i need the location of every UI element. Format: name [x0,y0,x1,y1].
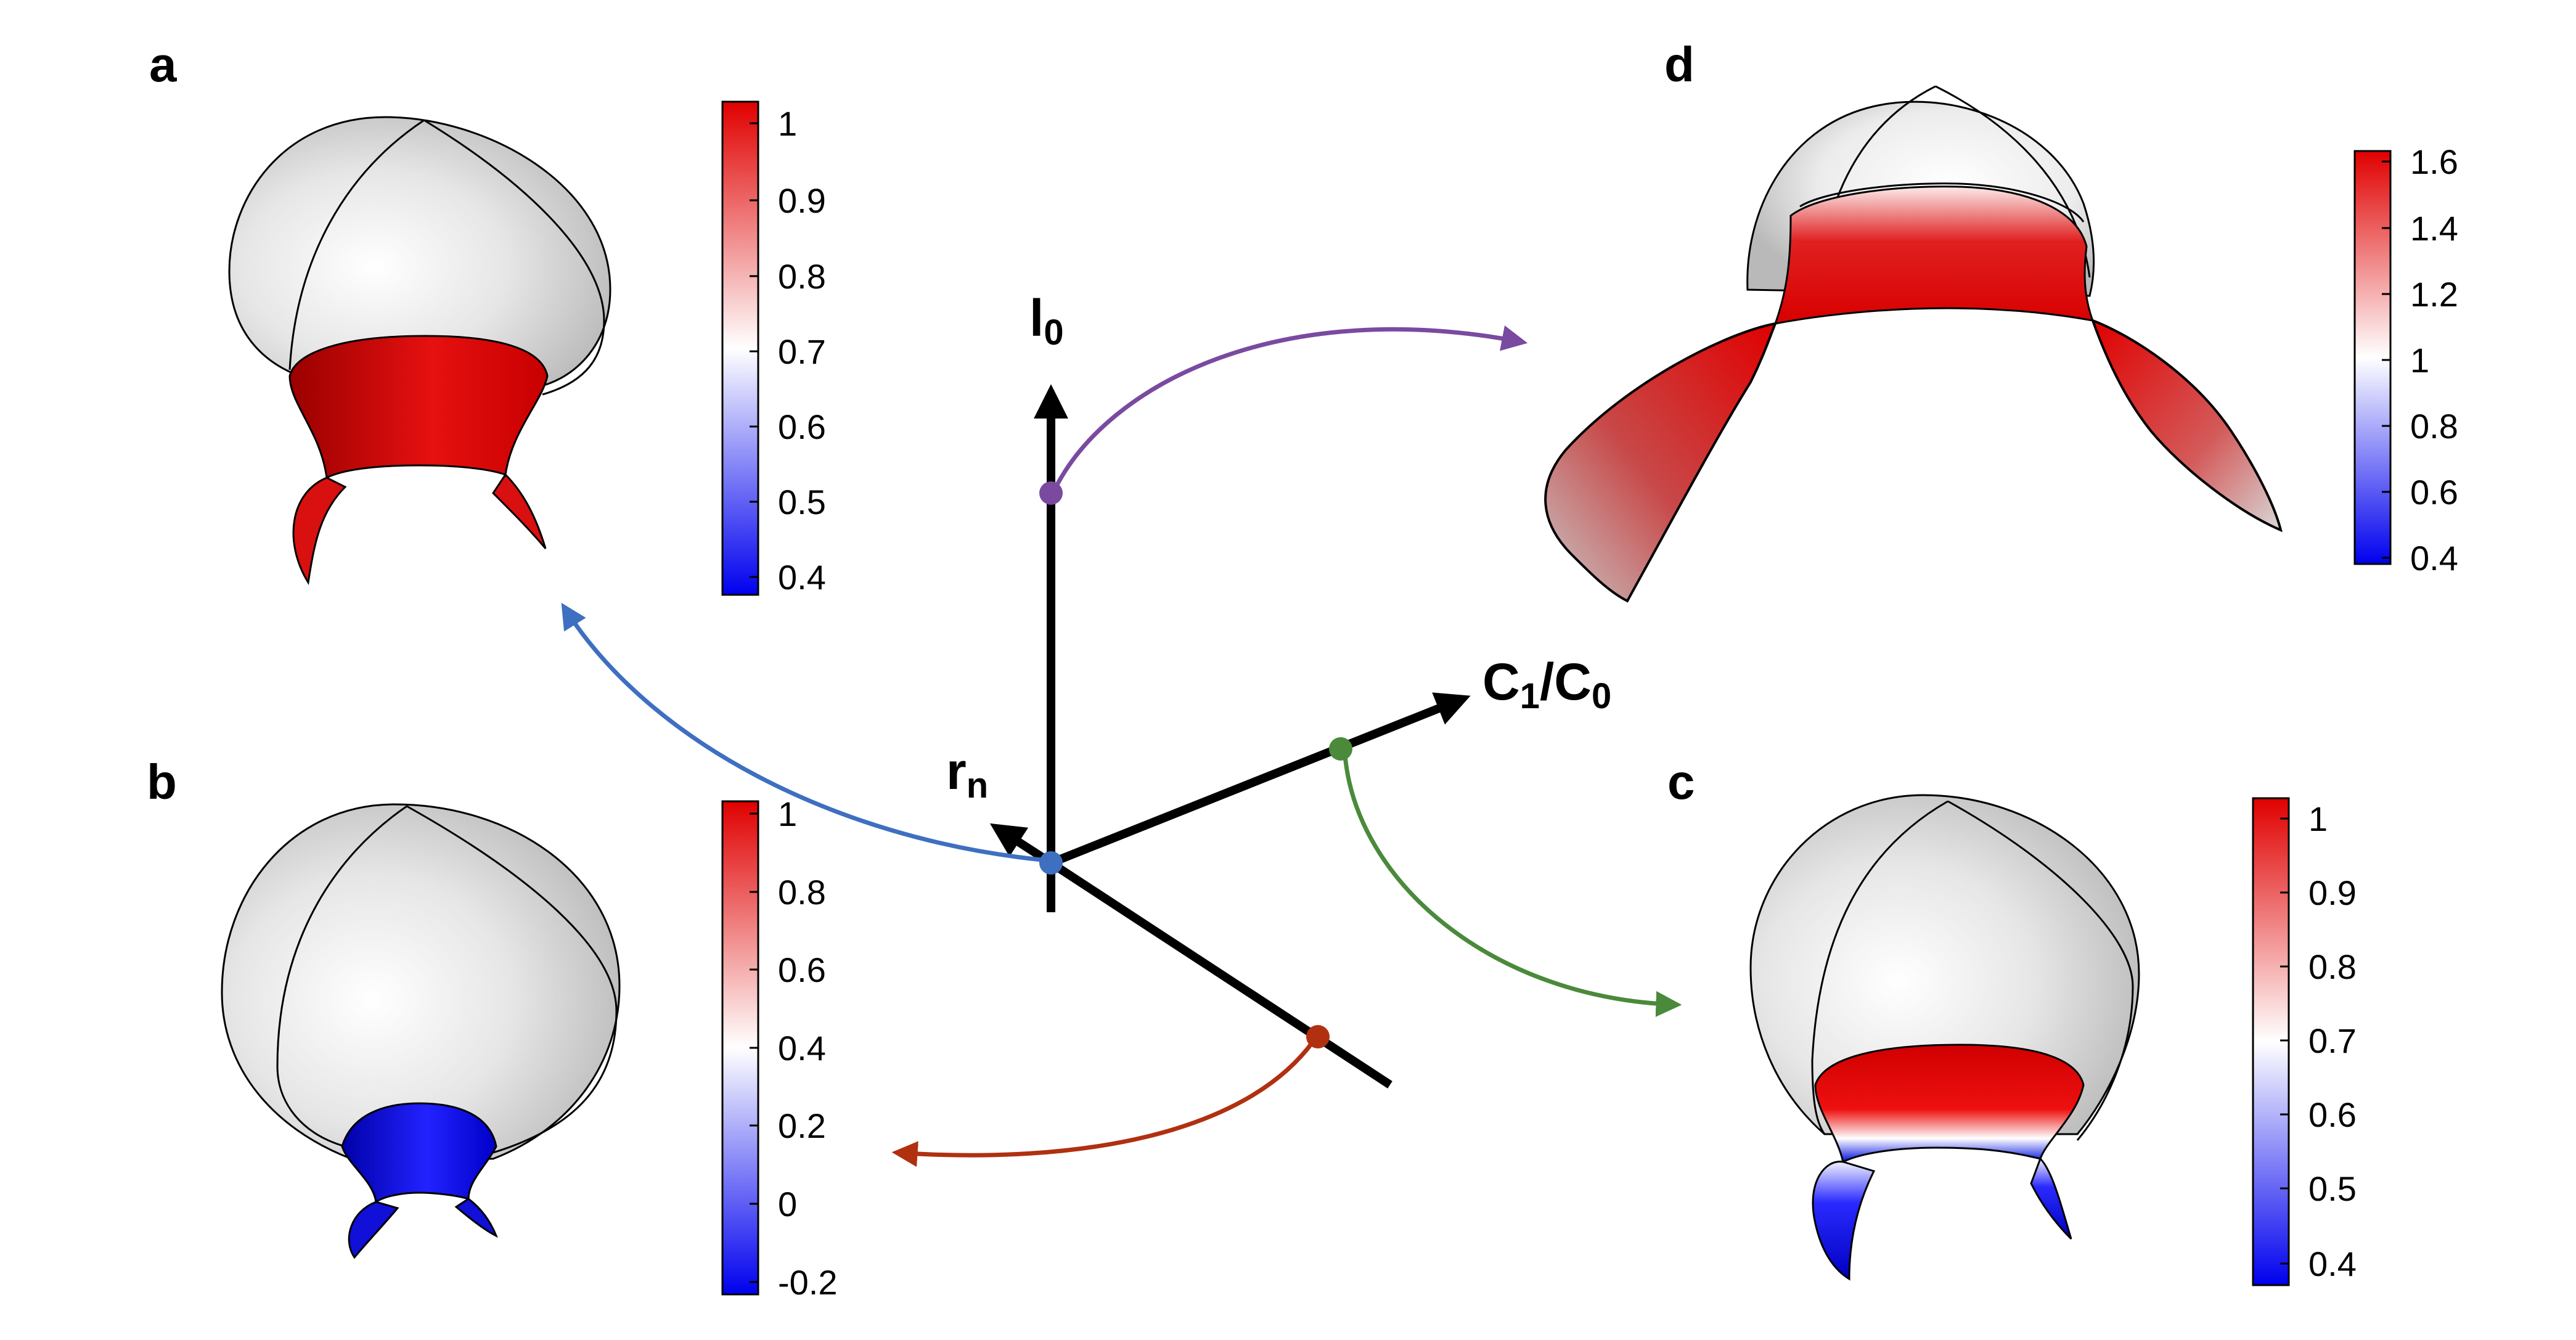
axis-label-rn: rn [946,742,988,806]
colorbar-d-tick-4: 0.8 [2410,407,2458,446]
arrow-to-a [561,602,1042,862]
colorbar-c-tick-3: 0.7 [2308,1021,2357,1060]
colorbar-b-tick-5: 0 [778,1185,797,1224]
colorbar-c-tick-5: 0.5 [2308,1169,2357,1208]
shape-c-sphere [1749,794,2140,1135]
colorbar-d: 1.6 1.4 1.2 1 0.8 0.6 0.4 [2353,142,2458,578]
colorbar-c-gradient [2252,797,2290,1286]
shape-c-flap-right [2030,1157,2072,1240]
c1c0-axis-line [1049,692,1471,867]
colorbar-b-ticks [750,812,758,1283]
shape-d-wing-right [2090,318,2283,533]
colorbar-d-gradient [2353,150,2392,565]
shape-a-flap-left [292,476,347,586]
panel-label-b: b [147,754,177,809]
shape-c-neck-band [1814,1044,2085,1164]
shape-a-flap-right [492,473,547,549]
colorbar-b-tick-1: 0.8 [778,873,826,912]
arrow-to-c [1343,754,1682,1017]
shape-b-flap-right [454,1198,498,1238]
colorbar-c-tick-0: 1 [2308,799,2328,838]
colorbar-a: 1 0.9 0.8 0.7 0.6 0.5 0.4 [721,100,826,597]
colorbar-a-tick-3: 0.7 [778,332,826,371]
colorbar-d-ticks [2382,160,2390,559]
shape-b-flap-left [348,1201,399,1259]
shape-a-membrane [228,116,611,586]
shape-a-neck-band [288,335,549,480]
colorbar-d-tick-5: 0.6 [2410,473,2458,512]
shape-b-cut-line [276,805,618,1154]
panel-label-c: c [1667,754,1695,809]
colorbar-d-tick-0: 1.6 [2410,142,2458,181]
axis-label-l0: l0 [1029,289,1064,353]
shape-d-wing-left [1544,322,1778,603]
shape-a-cut-line [288,119,605,396]
axis-label-c1c0: C1/C0 [1482,653,1611,716]
shape-d-band [1773,186,2095,325]
shape-c-membrane [1749,794,2140,1281]
shape-b-neck-band [341,1102,497,1204]
point-c-marker [1329,737,1352,761]
panel-label-d: d [1664,37,1695,92]
colorbar-d-tick-2: 1.2 [2410,275,2458,314]
shape-c-flap-left [1812,1161,1876,1281]
colorbar-a-tick-4: 0.6 [778,407,826,446]
colorbar-d-tick-3: 1 [2410,341,2429,380]
colorbar-a-tick-1: 0.9 [778,181,826,220]
colorbar-a-tick-6: 0.4 [778,558,826,597]
colorbar-c-tick-4: 0.6 [2308,1095,2357,1134]
colorbar-c-tick-2: 0.8 [2308,947,2357,986]
colorbar-c-ticks [2280,817,2289,1265]
colorbar-b: 1 0.8 0.6 0.4 0.2 0 -0.2 [721,795,838,1302]
parameter-axes: l0 C1/C0 rn [561,289,1682,1167]
colorbar-a-tick-2: 0.8 [778,257,826,296]
panel-label-a: a [149,37,177,92]
arrow-to-b [891,1040,1315,1167]
point-a-marker [1039,851,1063,875]
colorbar-b-tick-3: 0.4 [778,1029,826,1068]
shape-d-inner-ring [1799,182,2085,223]
colorbar-c: 1 0.9 0.8 0.7 0.6 0.5 0.4 [2252,797,2357,1286]
shape-b-sphere [221,803,621,1160]
shape-d-membrane [1544,85,2283,603]
shape-b-membrane [221,803,621,1259]
colorbar-a-ticks [750,122,758,578]
colorbar-a-tick-5: 0.5 [778,483,826,521]
colorbar-b-tick-4: 0.2 [778,1106,826,1145]
colorbar-c-tick-6: 0.4 [2308,1244,2357,1283]
colorbar-a-gradient [721,100,759,596]
diagonal-axis-line [1049,859,1392,1089]
arrow-to-d [1053,325,1528,489]
colorbar-c-tick-1: 0.9 [2308,873,2357,912]
shape-c-cut-line [1811,800,2134,1141]
colorbar-d-tick-1: 1.4 [2410,209,2458,248]
colorbar-b-tick-0: 1 [778,795,797,833]
colorbar-b-tick-2: 0.6 [778,950,826,989]
colorbar-b-tick-6: -0.2 [778,1263,838,1302]
colorbar-d-tick-6: 0.4 [2410,539,2458,578]
colorbar-a-tick-0: 1 [778,104,797,143]
